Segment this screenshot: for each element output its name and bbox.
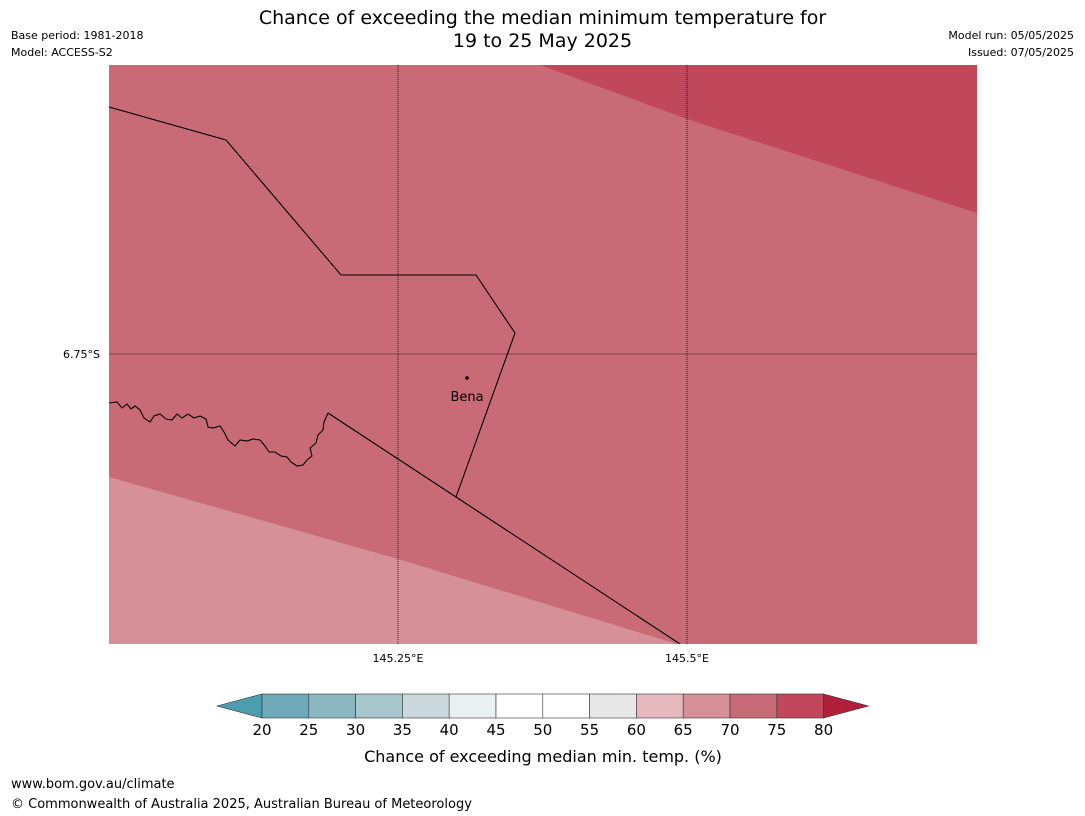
title-line-1: Chance of exceeding the median minimum t…	[258, 7, 827, 29]
title-line-2: 19 to 25 May 2025	[452, 30, 633, 52]
colorbar-bin-30-35	[355, 693, 403, 719]
colorbar-tick-label: 25	[299, 721, 318, 739]
footer: www.bom.gov.au/climate © Commonwealth of…	[11, 775, 472, 815]
colorbar-bin-75-80	[776, 693, 824, 719]
colorbar-bin-50-55	[542, 693, 590, 719]
meta-right: Model run: 05/05/2025 Issued: 07/05/2025	[948, 27, 1074, 61]
colorbar-tick-label: 55	[580, 721, 599, 739]
colorbar-bin-45-50	[495, 693, 544, 719]
colorbar-tick-label: 50	[533, 721, 552, 739]
colorbar-bin-70-75	[729, 693, 778, 719]
province-boundary	[109, 106, 516, 498]
colorbar-tick-label: 65	[674, 721, 693, 739]
colorbar-tick-label: 30	[346, 721, 365, 739]
colorbar-bin-25-30	[308, 693, 356, 719]
model-run: Model run: 05/05/2025	[948, 29, 1074, 42]
colorbar-extend-high	[823, 693, 870, 719]
lon-label-1: 145.25°E	[373, 652, 424, 665]
bena-marker	[465, 376, 469, 380]
colorbar-bin-40-45	[448, 693, 497, 719]
chart-title: Chance of exceeding the median minimum t…	[0, 7, 1085, 53]
footer-copyright: © Commonwealth of Australia 2025, Austra…	[11, 797, 472, 812]
colorbar-bin-55-60	[589, 693, 637, 719]
lon-label-2: 145.5°E	[665, 652, 709, 665]
colorbar-tick-label: 60	[627, 721, 646, 739]
colorbar-tick-label: 20	[252, 721, 271, 739]
model-name: Model: ACCESS-S2	[11, 46, 113, 59]
map-area[interactable]	[109, 65, 977, 644]
colorbar-bin-20-25	[261, 693, 310, 719]
colorbar-extend-low	[215, 693, 263, 719]
colorbar-tick-label: 80	[814, 721, 833, 739]
colorbar-tick-label: 75	[767, 721, 786, 739]
legend-title: Chance of exceeding median min. temp. (%…	[364, 747, 722, 766]
colorbar-tick-label: 35	[393, 721, 412, 739]
colorbar-tick-label: 70	[720, 721, 739, 739]
colorbar-bin-65-70	[682, 693, 731, 719]
colorbar-tick-label: 40	[440, 721, 459, 739]
colorbar-tick-label: 45	[486, 721, 505, 739]
colorbar-bin-60-65	[636, 693, 684, 719]
base-period: Base period: 1981-2018	[11, 29, 144, 42]
zone-65-70	[109, 477, 677, 644]
river-line	[109, 401, 329, 467]
bena-label: Bena	[450, 390, 483, 405]
zone-75-80	[540, 65, 977, 213]
province-boundary-south	[327, 412, 681, 644]
footer-url[interactable]: www.bom.gov.au/climate	[11, 777, 175, 792]
colorbar-legend: 20 25 30 35 40 45 50 55 60 65 70 75 80	[215, 693, 870, 739]
issued-date: Issued: 07/05/2025	[967, 46, 1074, 59]
colorbar-bin-35-40	[402, 693, 450, 719]
lat-label: 6.75°S	[63, 348, 100, 361]
meta-left: Base period: 1981-2018 Model: ACCESS-S2	[11, 27, 143, 61]
